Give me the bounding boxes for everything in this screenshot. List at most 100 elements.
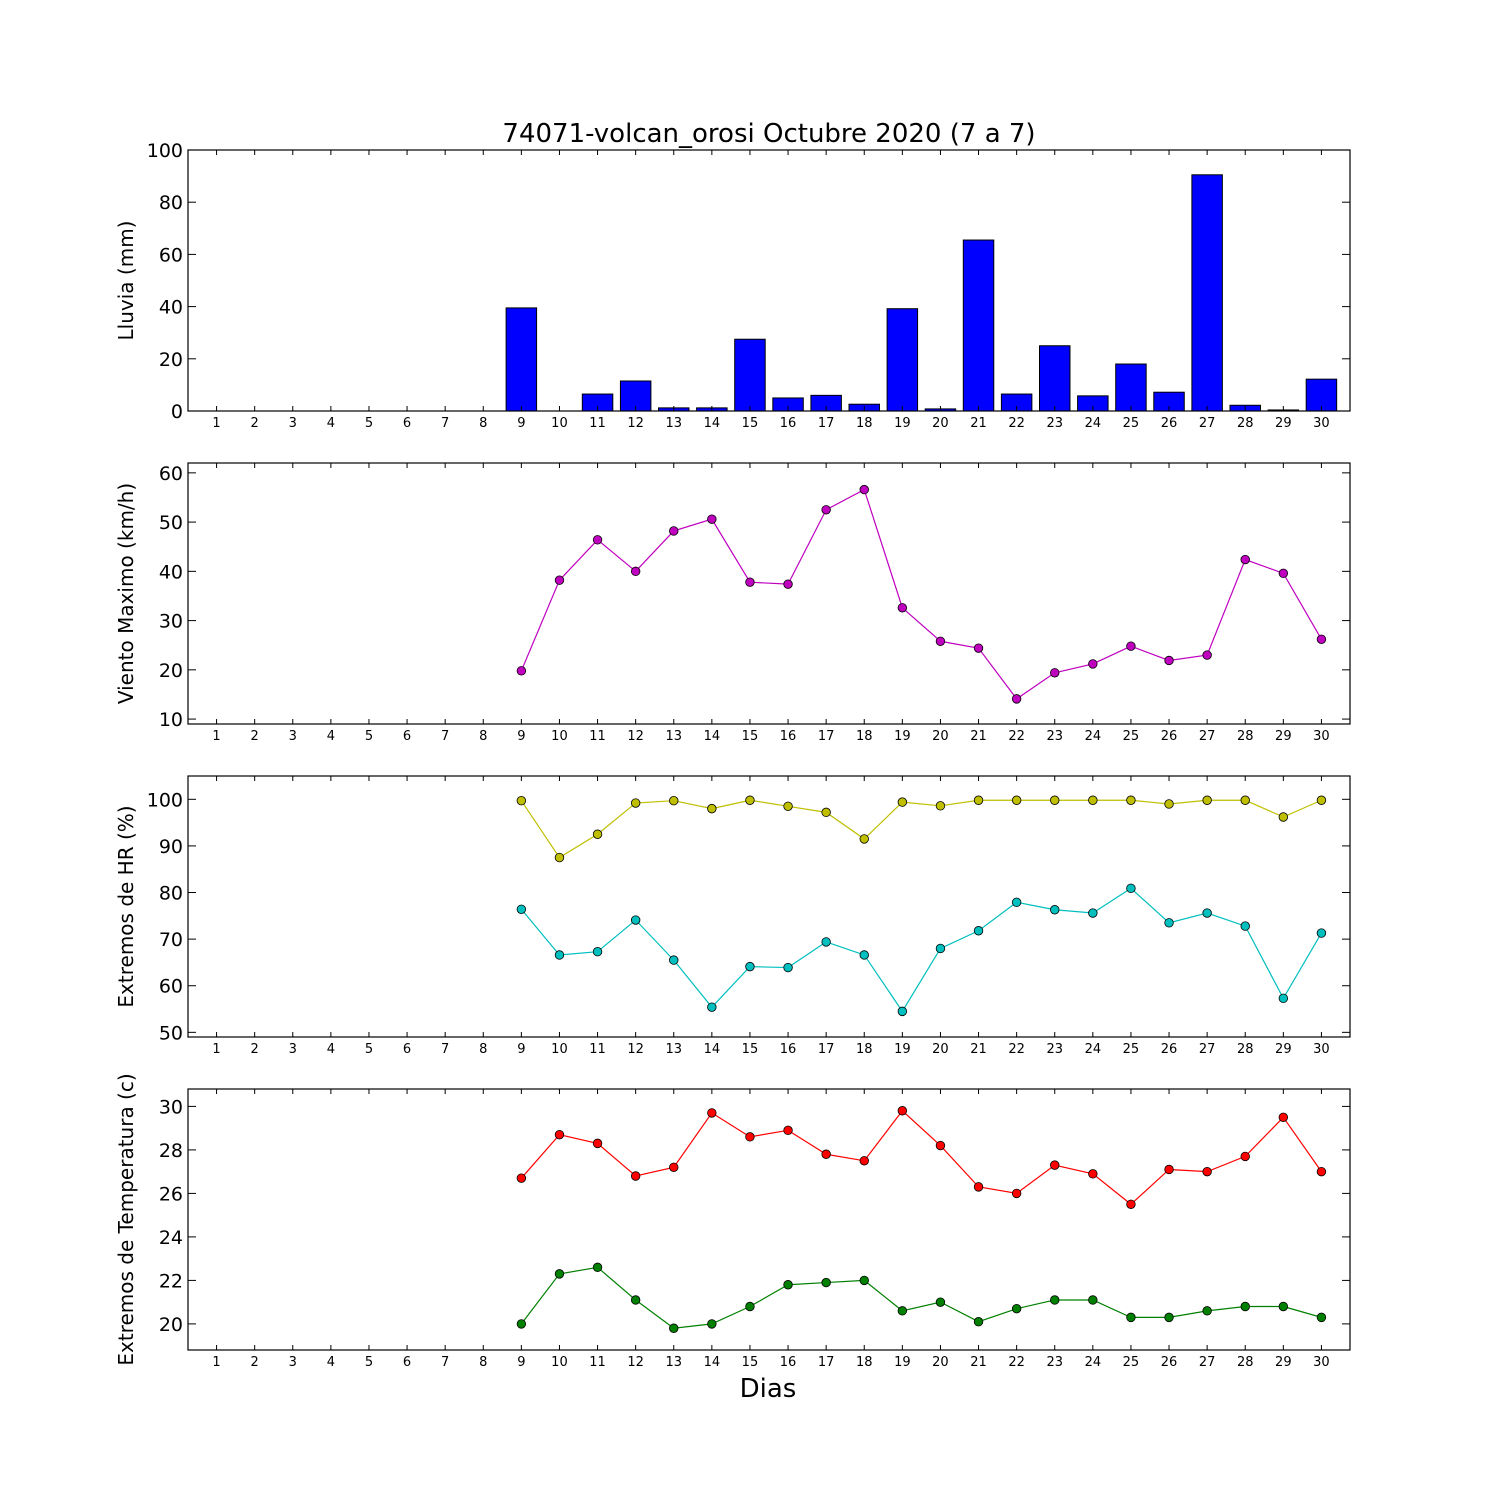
panel-4: 1 2 3 4 5 6 7 8 9 10 11 12 13 14 15 16 17 18 19 20 21 22 23 24 2… bbox=[114, 1073, 1351, 1370]
x-tick-label: 14 bbox=[704, 1355, 721, 1370]
panel-2-series-1-line bbox=[520, 488, 1322, 700]
x-tick-label: 22 bbox=[1008, 416, 1025, 431]
x-tick-label: 16 bbox=[780, 729, 797, 744]
x-tick-label: 2 bbox=[251, 1042, 259, 1057]
panel-3-series-2-point-day-11 bbox=[592, 947, 603, 957]
x-tick-label: 5 bbox=[365, 729, 373, 744]
rain-bar-day-21 bbox=[962, 239, 995, 411]
panel-4-series-1-point-day-19 bbox=[897, 1106, 908, 1116]
panel-4-series-2-point-day-16 bbox=[783, 1280, 793, 1290]
x-tick-label: 1 bbox=[212, 729, 220, 744]
panel-4-series-2-point-day-19 bbox=[897, 1306, 908, 1316]
x-tick-label: 21 bbox=[970, 729, 987, 744]
y-tick-label: 26 bbox=[159, 1183, 183, 1205]
panel-3-series-1-point-day-24 bbox=[1088, 795, 1098, 805]
x-tick-label: 23 bbox=[1046, 1355, 1063, 1370]
x-tick-label: 30 bbox=[1313, 1355, 1330, 1370]
panel-3-series-2-point-day-26 bbox=[1164, 918, 1174, 928]
y-axis-label: Extremos de HR (%) bbox=[114, 805, 138, 1007]
x-tick-label: 12 bbox=[627, 1042, 644, 1057]
x-tick-label: 10 bbox=[551, 416, 568, 431]
x-tick-label: 4 bbox=[327, 729, 335, 744]
x-tick-label: 8 bbox=[479, 1042, 487, 1057]
panel-3-series-2-point-day-19 bbox=[897, 1006, 908, 1017]
x-tick-label: 16 bbox=[780, 1355, 797, 1370]
panel-1-marks bbox=[505, 174, 1338, 411]
panel-4-series-2-point-day-25 bbox=[1126, 1312, 1136, 1323]
panel-3-series-2-line bbox=[520, 887, 1322, 1013]
x-tick-label: 1 bbox=[212, 416, 220, 431]
panel-3-series-2-point-day-30 bbox=[1316, 928, 1327, 938]
y-axis-label: Viento Maximo (km/h) bbox=[114, 483, 138, 704]
x-tick-label: 5 bbox=[365, 416, 373, 431]
panel-2-series-1-point-day-27 bbox=[1202, 650, 1212, 660]
panel-2-series-1-point-day-22 bbox=[1011, 694, 1022, 704]
x-tick-label: 5 bbox=[365, 1042, 373, 1057]
x-tick-label: 18 bbox=[856, 416, 873, 431]
panel-4-series-2-point-day-11 bbox=[592, 1262, 603, 1273]
x-tick-label: 29 bbox=[1275, 729, 1292, 744]
x-tick-label: 15 bbox=[742, 416, 759, 431]
panel-3-series-2-point-day-22 bbox=[1011, 897, 1022, 908]
rain-bar-day-11 bbox=[581, 393, 614, 411]
panel-4-series-2-point-day-15 bbox=[745, 1301, 755, 1312]
y-tick-label: 60 bbox=[159, 463, 183, 485]
panel-4-series-1-point-day-27 bbox=[1202, 1166, 1212, 1177]
x-tick-label: 29 bbox=[1275, 416, 1292, 431]
panel-3: 1 2 3 4 5 6 7 8 9 10 11 12 13 14 15 16 17 18 19 20 21 22 23 24 2… bbox=[114, 775, 1351, 1057]
panel-3-series-2-point-day-23 bbox=[1050, 905, 1060, 915]
x-tick-label: 25 bbox=[1123, 729, 1140, 744]
x-tick-label: 28 bbox=[1237, 1355, 1254, 1370]
x-tick-label: 15 bbox=[742, 1042, 759, 1057]
x-tick-label: 21 bbox=[970, 1355, 987, 1370]
panel-3-series-1-point-day-22 bbox=[1011, 795, 1022, 805]
x-tick-label: 20 bbox=[932, 1042, 949, 1057]
panel-2-series-1-point-day-15 bbox=[745, 577, 755, 587]
x-tick-label: 23 bbox=[1046, 1042, 1063, 1057]
panel-3-series-2-point-day-14 bbox=[707, 1002, 717, 1012]
x-tick-label: 8 bbox=[479, 1355, 487, 1370]
x-tick-label: 26 bbox=[1161, 416, 1178, 431]
y-tick-label: 60 bbox=[159, 976, 183, 998]
panel-4-series-2-point-day-27 bbox=[1202, 1306, 1212, 1316]
x-tick-label: 24 bbox=[1085, 416, 1102, 431]
x-tick-label: 14 bbox=[704, 729, 721, 744]
panel-4-series-1-point-day-18 bbox=[859, 1156, 869, 1166]
y-tick-label: 40 bbox=[159, 297, 183, 319]
rain-bar-day-15 bbox=[734, 338, 766, 411]
panel-3-series-1-point-day-16 bbox=[783, 801, 793, 811]
y-tick-label: 24 bbox=[159, 1227, 183, 1249]
panel-3-series-1-point-day-19 bbox=[897, 797, 908, 807]
panel-2-series-1-point-day-25 bbox=[1126, 641, 1136, 651]
x-tick-label: 29 bbox=[1275, 1042, 1292, 1057]
x-tick-label: 20 bbox=[932, 416, 949, 431]
rain-bar-day-9 bbox=[505, 307, 538, 411]
panel-3-frame bbox=[187, 775, 1351, 1038]
panel-2-series-1-point-day-24 bbox=[1088, 659, 1098, 669]
panel-4-series-2-point-day-9 bbox=[516, 1319, 527, 1329]
x-tick-label: 19 bbox=[894, 1042, 911, 1057]
y-tick-label: 50 bbox=[159, 1022, 183, 1044]
x-tick-label: 23 bbox=[1046, 729, 1063, 744]
x-tick-label: 8 bbox=[479, 416, 487, 431]
panel-3-series-1-point-day-30 bbox=[1316, 795, 1327, 805]
x-tick-label: 28 bbox=[1237, 1042, 1254, 1057]
x-tick-label: 13 bbox=[665, 1042, 682, 1057]
y-tick-label: 40 bbox=[159, 561, 183, 583]
panel-4-series-2-point-day-14 bbox=[707, 1319, 717, 1329]
panel-3-series-1-point-day-25 bbox=[1126, 795, 1136, 805]
panel-2: 1 2 3 4 5 6 7 8 9 10 11 12 13 14 15 16 17 18 19 20 21 22 23 24 2… bbox=[114, 462, 1351, 744]
x-tick-label: 19 bbox=[894, 1355, 911, 1370]
x-tick-label: 6 bbox=[403, 1355, 411, 1370]
y-tick-label: 0 bbox=[171, 401, 183, 423]
x-tick-label: 23 bbox=[1046, 416, 1063, 431]
panel-4-series-1-line bbox=[520, 1109, 1322, 1206]
panel-3-series-1-line bbox=[520, 799, 1322, 859]
panel-1-frame bbox=[187, 149, 1351, 412]
panel-4-series-2-point-day-22 bbox=[1011, 1303, 1022, 1314]
x-tick-label: 26 bbox=[1161, 729, 1178, 744]
y-tick-label: 70 bbox=[159, 929, 183, 951]
y-tick-label: 60 bbox=[159, 244, 183, 266]
x-tick-label: 25 bbox=[1123, 1355, 1140, 1370]
panel-2-series-1-point-day-12 bbox=[630, 566, 641, 577]
